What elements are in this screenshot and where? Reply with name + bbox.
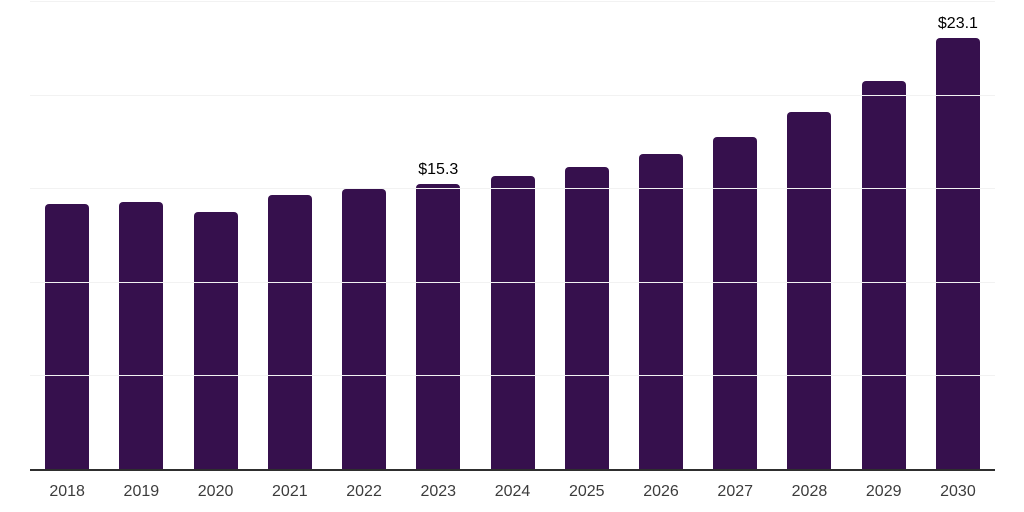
bar-value-label-2023: $15.3 <box>418 160 459 178</box>
bar-2021 <box>267 194 312 470</box>
bar-column-2029 <box>847 2 921 470</box>
bar-column-2020 <box>178 2 252 470</box>
x-tick-label-2028: 2028 <box>791 483 828 500</box>
bar-column-2025 <box>550 2 624 470</box>
bar-column-2028 <box>772 2 846 470</box>
gridline-5 <box>30 375 995 377</box>
bar-2022 <box>342 189 387 470</box>
x-axis-labels: 2018 2019 2020 2021 2022 2023 2024 2025 2026 2027… <box>30 484 995 500</box>
bars-row: $15.3 $23.1 <box>30 2 995 470</box>
x-tick-label-2025: 2025 <box>568 483 605 500</box>
bar-column-2026 <box>624 2 698 470</box>
x-tick-label-2022: 2022 <box>346 483 382 500</box>
x-tick-label-2019: 2019 <box>123 483 160 500</box>
x-tick-label-2024: 2024 <box>494 483 531 500</box>
x-tick-label-2030: 2030 <box>940 483 976 500</box>
gridline-20 <box>30 94 995 96</box>
bar-value-label-2030: $23.1 <box>937 14 978 32</box>
bar-2025 <box>564 166 609 470</box>
gridline-10 <box>30 281 995 283</box>
bar-column-2027 <box>698 2 772 470</box>
bar-2028 <box>787 112 832 470</box>
bar-column-2022 <box>327 2 401 470</box>
bar-column-2030: $23.1 <box>921 2 995 470</box>
bar-2018 <box>45 204 90 470</box>
bar-2024 <box>490 176 535 470</box>
gridline-15 <box>30 188 995 190</box>
bar-2019 <box>119 202 164 470</box>
bar-2029 <box>861 80 906 470</box>
bar-column-2019 <box>104 2 178 470</box>
bar-2030 <box>935 37 980 470</box>
x-tick-label-2027: 2027 <box>717 483 754 500</box>
x-tick-label-2018: 2018 <box>49 483 85 500</box>
plot-area: $15.3 $23.1 <box>30 1 995 470</box>
gridline-25 <box>30 1 995 2</box>
bar-column-2023: $15.3 <box>401 2 475 470</box>
bar-2023 <box>416 183 461 470</box>
x-tick-label-2021: 2021 <box>272 483 308 500</box>
bar-column-2021 <box>253 2 327 470</box>
bar-2020 <box>193 211 238 470</box>
bar-column-2018 <box>30 2 104 470</box>
bar-2027 <box>713 136 758 470</box>
x-tick-label-2029: 2029 <box>865 483 902 500</box>
x-tick-label-2026: 2026 <box>643 483 679 500</box>
x-tick-label-2020: 2020 <box>197 483 234 500</box>
x-axis-line <box>30 469 995 471</box>
bar-column-2024 <box>475 2 549 470</box>
x-tick-label-2023: 2023 <box>420 483 457 500</box>
bar-2026 <box>638 153 683 470</box>
